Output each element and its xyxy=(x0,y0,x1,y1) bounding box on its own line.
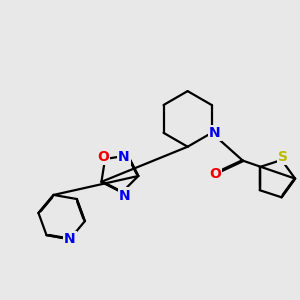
Text: O: O xyxy=(98,150,109,164)
Text: N: N xyxy=(118,150,130,164)
Text: S: S xyxy=(278,150,288,164)
Text: O: O xyxy=(209,167,221,181)
Text: N: N xyxy=(64,232,76,246)
Text: N: N xyxy=(209,126,221,140)
Text: N: N xyxy=(119,189,130,202)
